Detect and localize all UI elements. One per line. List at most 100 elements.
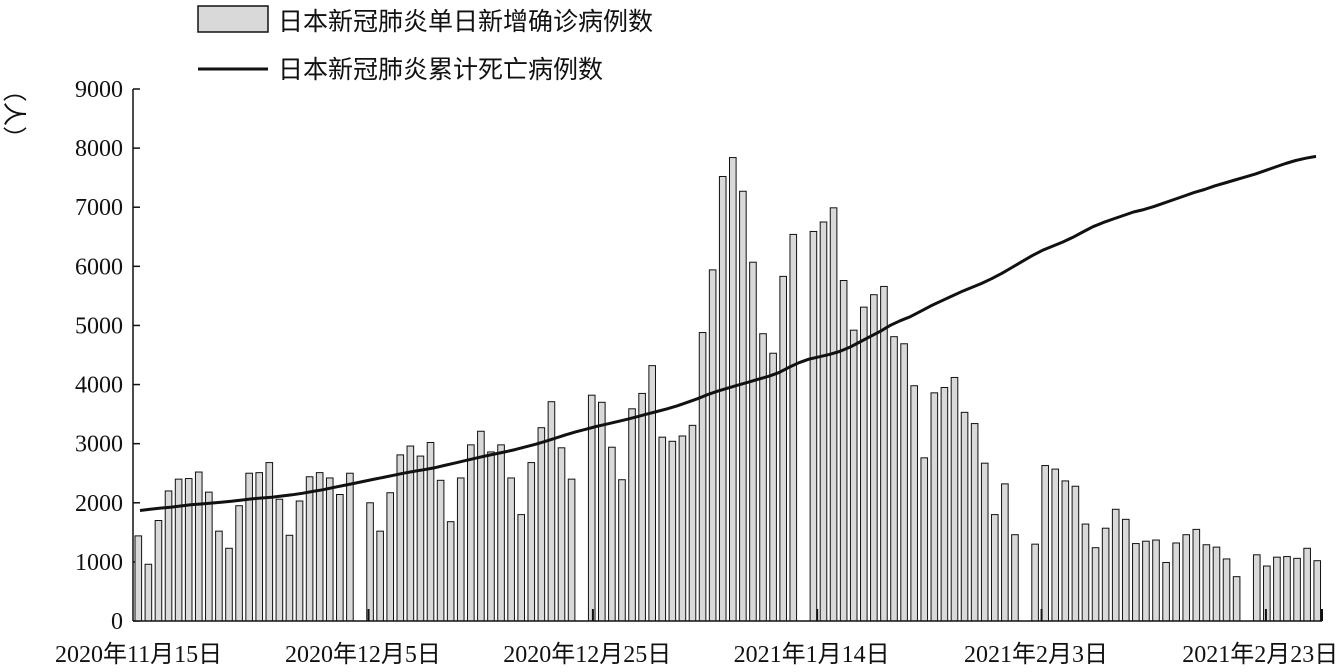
x-axis: 2020年11月15日 2020年12月5日 2020年12月25日 2021年1月1…	[55, 609, 1338, 668]
bar	[638, 392, 646, 622]
bar	[950, 376, 959, 622]
y-axis: 0 1000 2000 3000 4000 5000 6000 7000 8000 9000	[75, 77, 140, 635]
bar	[970, 423, 979, 622]
x-tick-label: 2020年12月5日	[285, 641, 441, 668]
bar	[154, 520, 163, 622]
bar	[205, 491, 213, 622]
bar	[1283, 556, 1291, 622]
bar	[487, 451, 495, 622]
bar	[678, 435, 687, 622]
bar	[376, 530, 384, 622]
bar	[930, 392, 939, 622]
bar	[1303, 547, 1311, 622]
bar	[275, 498, 284, 622]
bar	[1212, 546, 1221, 622]
x-tick-label: 2021年2月23日	[1182, 641, 1338, 668]
bar	[668, 440, 677, 622]
bar	[900, 343, 908, 622]
bar	[134, 535, 143, 622]
bar	[1172, 542, 1180, 622]
bar	[940, 387, 949, 622]
bar	[608, 446, 616, 622]
y-tick-label: 3000	[75, 432, 123, 458]
y-tick-label: 2000	[75, 491, 123, 517]
bar	[456, 477, 465, 622]
bar	[880, 285, 888, 622]
bar	[1232, 576, 1241, 622]
bar	[1182, 534, 1191, 622]
legend: 日本新冠肺炎单日新增确诊病例数 日本新冠肺炎累计死亡病例数	[197, 5, 653, 84]
bar	[416, 455, 425, 622]
legend-label-bar: 日本新冠肺炎单日新增确诊病例数	[278, 7, 653, 36]
bar	[446, 521, 455, 622]
bar	[1293, 557, 1301, 622]
bar	[809, 230, 818, 622]
bar	[436, 479, 445, 622]
bar	[718, 175, 727, 622]
bar	[305, 476, 314, 622]
bar	[1061, 480, 1070, 622]
bar	[1001, 483, 1009, 622]
bar	[688, 424, 697, 622]
x-tick-label: 2020年11月15日	[55, 641, 222, 668]
bar	[174, 478, 183, 622]
bar	[698, 332, 707, 622]
bar	[245, 472, 253, 622]
bar	[1091, 547, 1100, 622]
bar	[537, 427, 546, 622]
bar	[557, 447, 566, 622]
bar	[819, 221, 828, 622]
bar	[1031, 543, 1039, 622]
bar	[325, 477, 334, 622]
bar	[648, 365, 656, 622]
bar	[789, 233, 798, 622]
bar	[497, 444, 505, 622]
bar	[990, 514, 999, 622]
bar	[285, 534, 294, 622]
bar	[164, 490, 173, 622]
bar	[829, 207, 838, 622]
bar	[144, 563, 153, 622]
bar	[1273, 556, 1281, 622]
y-axis-label: （人）	[0, 78, 28, 150]
bar	[1313, 560, 1322, 622]
bar	[477, 430, 485, 622]
y-tick-label: 9000	[75, 77, 123, 103]
bar	[1111, 508, 1120, 622]
bar	[315, 472, 324, 622]
bar	[1202, 544, 1211, 622]
bar	[749, 261, 757, 622]
bar	[1071, 485, 1080, 622]
bar	[366, 502, 374, 622]
bar	[1121, 518, 1130, 622]
x-tick-label: 2021年2月3日	[964, 641, 1108, 668]
bar	[567, 478, 576, 622]
bar	[1192, 528, 1201, 622]
bar	[1162, 561, 1170, 622]
bar	[980, 462, 989, 622]
legend-label-line: 日本新冠肺炎累计死亡病例数	[278, 55, 603, 84]
bar	[1101, 527, 1110, 622]
bar	[527, 462, 536, 622]
bar	[769, 352, 777, 622]
y-tick-label: 8000	[75, 136, 123, 162]
y-tick-label: 7000	[75, 195, 123, 221]
bar	[547, 401, 556, 622]
bar	[386, 492, 395, 622]
bar	[739, 190, 747, 622]
bar	[920, 457, 929, 622]
bar	[1041, 465, 1049, 622]
bar	[658, 436, 667, 622]
bar	[1051, 468, 1060, 622]
bar	[1142, 540, 1150, 622]
bar	[708, 269, 717, 622]
bar	[960, 411, 969, 622]
y-tick-label: 1000	[75, 550, 123, 576]
y-tick-label: 6000	[75, 254, 123, 280]
bar	[1152, 539, 1160, 622]
bar	[1252, 554, 1261, 622]
bar	[598, 401, 606, 622]
y-tick-label: 0	[111, 609, 123, 635]
line-series-path	[139, 154, 1317, 512]
